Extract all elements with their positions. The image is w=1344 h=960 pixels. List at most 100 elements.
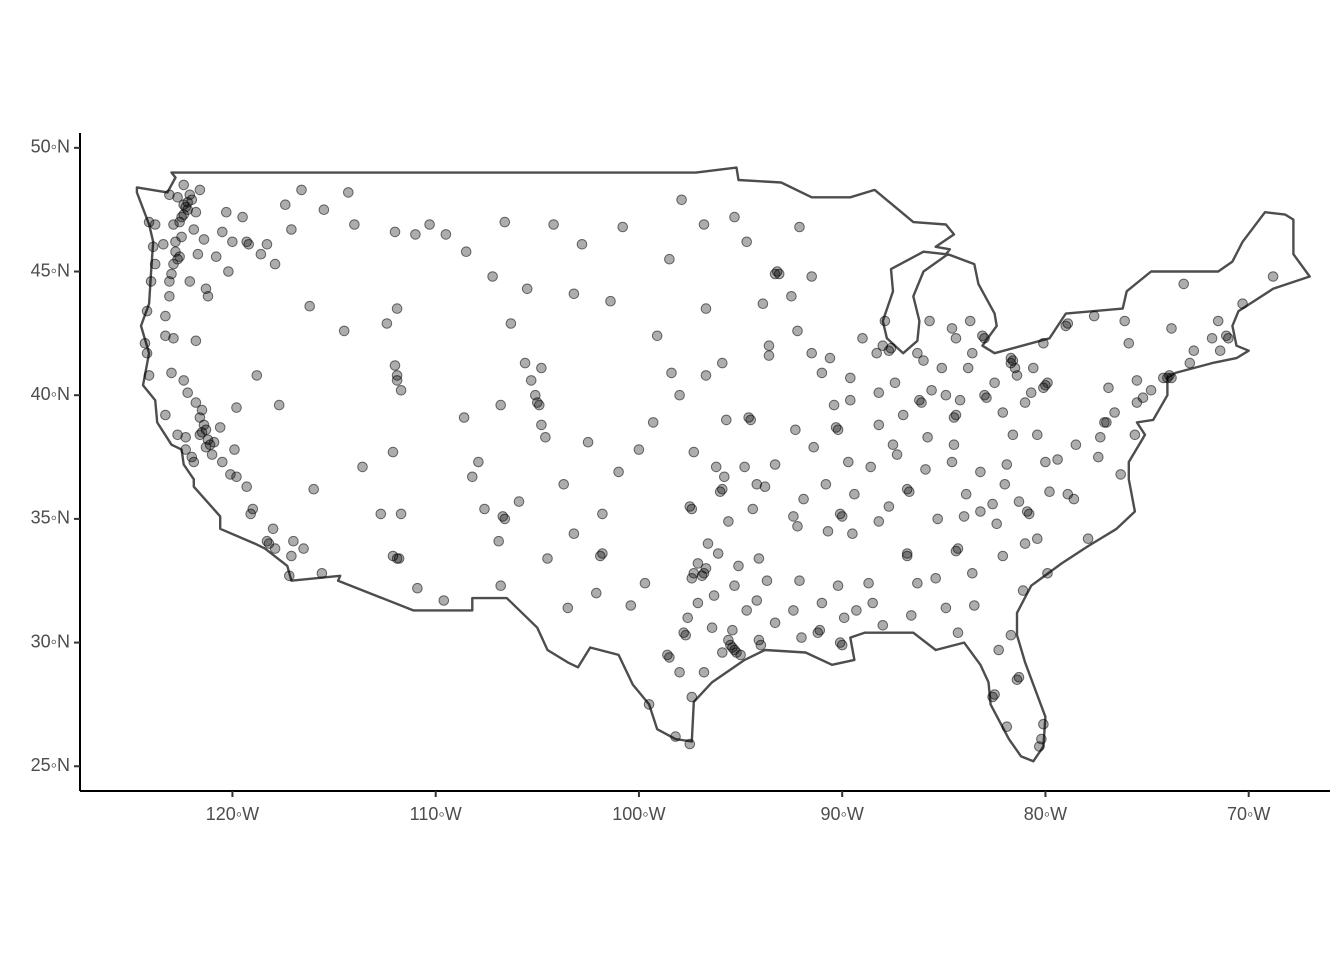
location-point [255,248,267,260]
y-tick-label-30: 30◦N [31,631,70,651]
location-point [883,501,895,512]
location-point [251,370,263,381]
location-point [897,409,909,421]
location-point [530,389,541,401]
location-point [940,389,952,401]
location-point [763,350,775,361]
location-point [308,483,320,495]
location-point [467,471,478,483]
location-point [700,563,712,574]
location-point [1040,456,1051,468]
location-point [1115,469,1126,480]
location-point [987,691,998,703]
location-point [1214,345,1226,357]
location-point [440,229,452,240]
location-point [686,691,698,703]
location-point [391,375,403,386]
location-point [948,439,960,451]
location-point [568,288,580,300]
location-point [773,268,785,280]
location-point [227,236,238,248]
location-point [1017,585,1029,596]
location-point [1212,315,1224,327]
location-point [834,508,846,520]
location-point [838,612,850,624]
location-point [922,432,933,443]
location-point [214,422,226,433]
location-point [812,627,824,639]
location-point [519,357,531,369]
location-point [686,503,698,515]
location-point [542,553,553,564]
location-point [393,553,405,564]
location-point [904,486,915,498]
location-point [873,387,885,399]
location-point [698,667,710,678]
location-point [316,568,328,579]
location-point [997,550,1009,562]
location-point [558,479,570,490]
location-point [387,446,399,458]
location-point [940,602,952,614]
location-point [757,298,769,310]
location-point [662,649,673,661]
y-tick-label-45: 45◦N [31,260,70,280]
location-point [1131,397,1143,408]
location-point [1166,372,1177,384]
location-point [763,340,775,352]
location-point [143,216,155,228]
location-point [723,516,734,527]
location-point [182,387,193,399]
location-point [794,575,805,587]
location-point [349,219,360,230]
location-point [863,577,874,589]
location-point [739,461,750,473]
location-point [381,318,393,329]
location-point [873,516,885,527]
location-point [438,595,450,606]
location-point [200,441,212,453]
location-point [936,362,948,374]
location-point [540,432,551,443]
location-point [717,647,728,658]
location-point [967,347,978,359]
location-point [1021,506,1033,517]
location-points [139,179,1279,752]
y-tick-label-35: 35◦N [31,508,70,528]
location-point [788,605,799,616]
location-point [639,577,651,589]
location-point [889,377,901,389]
location-point [865,461,877,473]
location-point [273,399,285,411]
location-point [389,360,401,371]
location-point [164,189,175,201]
location-point [958,511,970,522]
location-point [952,627,964,639]
location-point [1038,718,1049,730]
location-point [714,486,726,498]
location-point [1088,310,1100,322]
location-point [918,355,929,366]
location-point [534,399,545,411]
location-point [700,303,712,314]
location-point [674,389,685,401]
location-point [698,219,710,230]
location-point [221,206,232,218]
y-tick-label-25: 25◦N [31,755,70,775]
location-point [625,600,637,611]
location-point [166,367,177,379]
location-point [877,340,889,352]
location-point [190,397,202,408]
location-point [806,271,818,282]
location-point [178,209,189,220]
location-point [168,333,179,344]
x-tick-label-80w: 80◦W [1024,804,1067,824]
location-point [410,229,421,240]
location-point [1103,382,1114,394]
location-point [1005,629,1017,641]
location-point [1044,486,1055,498]
location-point [200,283,212,295]
location-point [298,543,309,554]
location-point [458,412,470,423]
location-point [686,573,698,584]
